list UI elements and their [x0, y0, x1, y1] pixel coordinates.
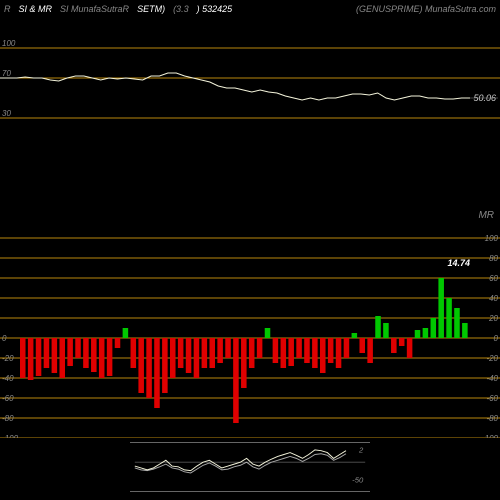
- header-text-3: SETM): [137, 4, 165, 14]
- svg-text:60: 60: [489, 274, 498, 283]
- chart-header: R SI & MR SI MunafaSutraR SETM) (3.3 ) 532425…: [0, 0, 500, 18]
- svg-text:-20: -20: [2, 354, 14, 363]
- svg-text:40: 40: [489, 294, 498, 303]
- spacer: [0, 138, 500, 198]
- svg-text:70: 70: [2, 69, 11, 78]
- header-text-1: SI & MR: [19, 4, 53, 14]
- mini-oscillator-panel: 2 -50: [130, 442, 370, 492]
- svg-text:80: 80: [489, 254, 498, 263]
- svg-text:-100: -100: [482, 434, 499, 438]
- svg-text:100: 100: [485, 234, 499, 243]
- svg-text:-50: -50: [352, 475, 364, 484]
- svg-text:-60: -60: [2, 394, 14, 403]
- svg-text:MR: MR: [478, 210, 494, 221]
- header-text-6: (GENUSPRIME) MunafaSutra.com: [356, 4, 496, 14]
- header-text-2: SI MunafaSutraR: [60, 4, 129, 14]
- chart-container: R SI & MR SI MunafaSutraR SETM) (3.3 ) 532425…: [0, 0, 500, 500]
- header-text-0: R: [4, 4, 11, 14]
- svg-text:30: 30: [2, 109, 11, 118]
- rsi-panel: 1007030050.06: [0, 18, 500, 138]
- svg-text:-100: -100: [2, 434, 19, 438]
- svg-text:0: 0: [2, 334, 7, 343]
- header-text-4: (3.3: [173, 4, 189, 14]
- svg-text:2: 2: [358, 446, 364, 455]
- svg-text:-60: -60: [486, 394, 498, 403]
- svg-text:-40: -40: [2, 374, 14, 383]
- svg-text:-80: -80: [486, 414, 498, 423]
- header-text-5: ) 532425: [197, 4, 233, 14]
- mr-bar-panel: 100 80 60 40 20 0 0 -20 -20 -40 -40 -60 -60 -80 -80 -10…: [0, 198, 500, 438]
- mini-svg: 2 -50: [130, 443, 370, 491]
- svg-text:-20: -20: [486, 354, 498, 363]
- svg-text:100: 100: [2, 39, 16, 48]
- svg-text:20: 20: [488, 314, 498, 323]
- svg-text:-40: -40: [486, 374, 498, 383]
- svg-text:-80: -80: [2, 414, 14, 423]
- svg-text:0: 0: [494, 334, 499, 343]
- svg-text:14.74: 14.74: [447, 258, 470, 268]
